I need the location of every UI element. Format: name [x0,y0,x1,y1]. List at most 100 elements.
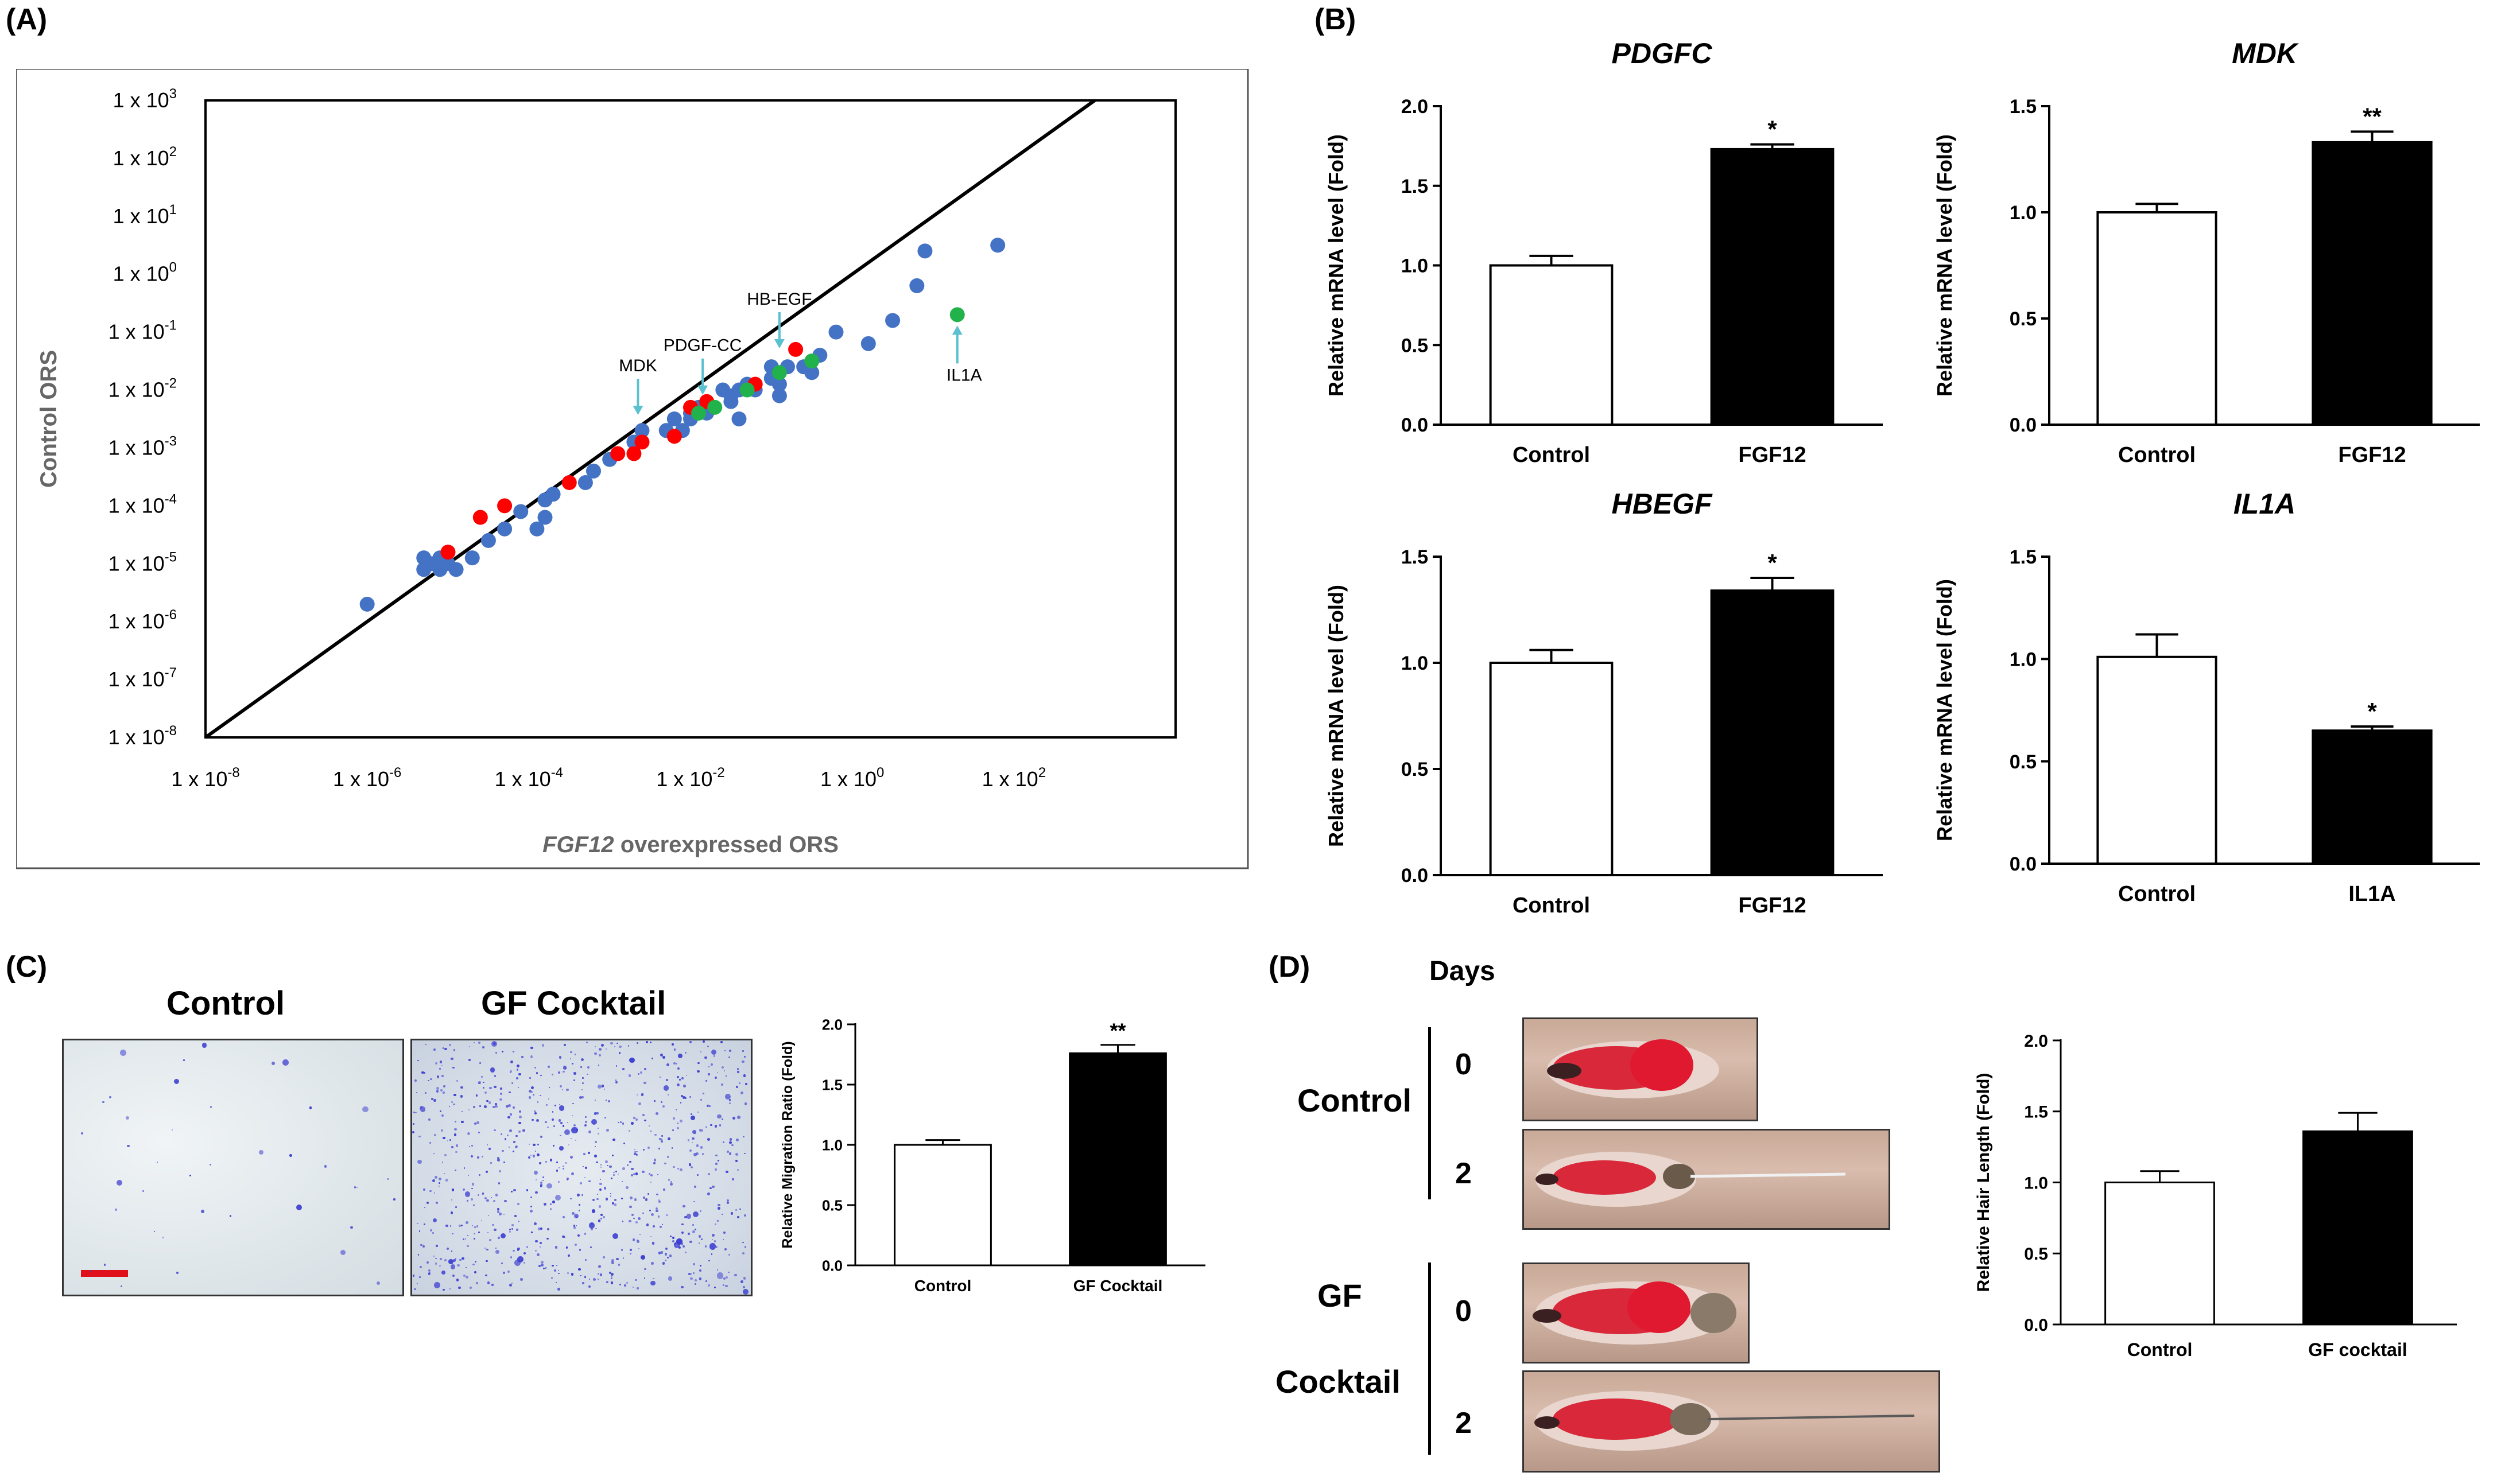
cell-dot [513,1141,515,1143]
cell-dot [581,1281,584,1284]
cell-dot [423,1223,425,1225]
cell-dot [516,1069,519,1071]
cell-dot [688,1163,692,1166]
cell-dot [656,1193,658,1195]
cell-dot [667,1094,669,1096]
cell-dot [498,1182,501,1184]
cell-dot [705,1126,707,1128]
cell-dot [518,1073,521,1076]
cell-dot [714,1125,718,1128]
cell-dot [584,1121,587,1124]
cell-dot [580,1066,582,1068]
cell-dot [601,1044,604,1047]
cell-dot [610,1281,614,1285]
scatter-point-red [666,429,682,444]
cell-dot [444,1048,447,1051]
cell-dot [436,1245,439,1248]
cell-dot [453,1048,456,1051]
scatter-point-red [634,434,650,450]
cell-dot [685,1075,688,1077]
cell-dot [495,1051,498,1054]
cell-dot [162,1237,164,1238]
cell-dot [558,1167,560,1168]
cell-dot [541,1264,544,1267]
scatter-point-blue [860,336,876,351]
cell-dot [602,1085,604,1087]
cell-dot [482,1087,484,1089]
cell-dot [657,1174,659,1176]
cell-dot [483,1081,484,1083]
cell-dot [540,1241,542,1245]
cell-dot [559,1104,561,1106]
cell-dot [744,1102,747,1105]
cell-dot [694,1283,696,1285]
y-tick-label: 1.5 [822,1076,843,1093]
cell-dot [650,1181,652,1183]
chart-title: MDK [2232,37,2300,69]
cell-dot [563,1066,567,1070]
cell-dot [736,1068,739,1071]
cell-dot [440,1089,443,1092]
cell-dot [656,1209,658,1213]
category-label: FGF12 [2338,443,2406,467]
cell-dot [637,1287,639,1289]
cell-dot [587,1073,588,1075]
cell-dot [687,1139,689,1141]
cell-dot [680,1094,683,1097]
cell-dot [610,1042,613,1045]
y-tick-label: 0.5 [2010,308,2037,330]
cell-dot [258,1150,263,1155]
cell-dot [540,1184,543,1187]
cell-dot [678,1246,681,1249]
cell-dot [676,1238,683,1245]
cell-dot [684,1052,687,1054]
cell-dot [500,1233,506,1239]
y-tick-label: 0.5 [1401,335,1428,356]
cell-dot [672,1129,674,1132]
cell-dot [629,1205,632,1208]
cell-dot [494,1228,497,1232]
y-tick-label: 1.0 [2010,649,2037,671]
cell-dot [500,1087,502,1090]
cell-dot [615,1065,618,1067]
cell-dot [424,1071,426,1074]
cell-dot [478,1174,480,1176]
cell-dot [443,1137,445,1140]
cell-dot [692,1224,695,1226]
cell-dot [697,1062,700,1065]
cell-dot [461,1224,463,1226]
cell-dot [486,1248,488,1251]
cell-dot [731,1144,734,1147]
y-tick-label: 0.0 [822,1257,843,1274]
cell-dot [432,1218,437,1223]
cell-dot [714,1223,717,1225]
cell-dot [424,1206,426,1209]
cell-dot [722,1066,724,1069]
cell-dot [229,1215,231,1217]
cell-dot [441,1114,444,1117]
cell-dot [723,1070,725,1072]
cell-dot [551,1074,553,1076]
cell-dot [581,1095,584,1098]
cell-dot [596,1112,599,1114]
cell-dot [600,1217,602,1219]
cell-dot [742,1252,744,1254]
cell-dot [511,1228,513,1230]
cell-dot [456,1079,459,1082]
cell-dot [428,1079,429,1082]
cell-dot [485,1274,487,1277]
cell-dot [452,1274,455,1277]
cell-dot [487,1215,490,1217]
cell-dot [484,1247,486,1249]
cell-dot [546,1237,549,1240]
cell-dot [425,1043,426,1045]
cell-dot [393,1198,395,1201]
cell-dot [467,1234,469,1237]
cell-dot [585,1258,587,1261]
cell-dot [707,1045,709,1047]
cell-dot [584,1176,586,1179]
cell-dot [603,1088,606,1090]
cell-dot [688,1233,690,1236]
annotation-arrowhead [952,325,963,335]
cell-dot [340,1250,346,1256]
